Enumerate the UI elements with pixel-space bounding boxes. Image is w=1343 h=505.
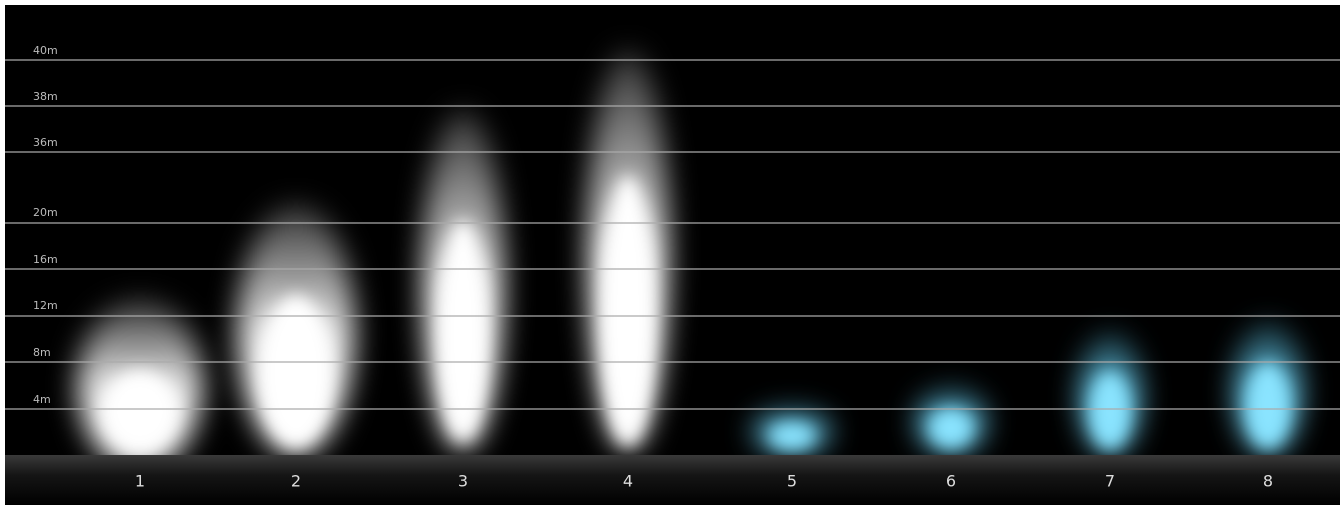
beam-core: [602, 175, 654, 445]
beam-number: 4: [623, 472, 633, 491]
beam-core: [770, 424, 814, 448]
level-label: 8m: [33, 346, 51, 359]
level-label: 12m: [33, 299, 58, 312]
floor: [5, 455, 1340, 505]
level-label: 38m: [33, 90, 58, 103]
level-label: 4m: [33, 393, 51, 406]
level-label: 20m: [33, 206, 58, 219]
beam-number: 8: [1263, 472, 1273, 491]
background: [5, 5, 1340, 505]
beam-core: [1092, 372, 1128, 448]
level-label: 40m: [33, 44, 58, 57]
level-label: 16m: [33, 253, 58, 266]
beam-cores: [102, 175, 1288, 450]
beam-number: 5: [787, 472, 797, 491]
beam-core: [102, 370, 178, 450]
beam-core: [260, 295, 332, 445]
beam-core: [931, 410, 971, 446]
beam-number: 3: [458, 472, 468, 491]
beam-core: [1248, 363, 1288, 447]
beam-number: 7: [1105, 472, 1115, 491]
level-label: 36m: [33, 136, 58, 149]
beam-number: 1: [135, 472, 145, 491]
beam-number: 2: [291, 472, 301, 491]
beam-numbers: 1 2 3 4 5 6 7 8: [135, 472, 1273, 491]
beam-number: 6: [946, 472, 956, 491]
beam-core: [439, 220, 487, 440]
levels: 40m 38m 36m 20m 16m 12m 8m 4m: [5, 44, 1340, 410]
